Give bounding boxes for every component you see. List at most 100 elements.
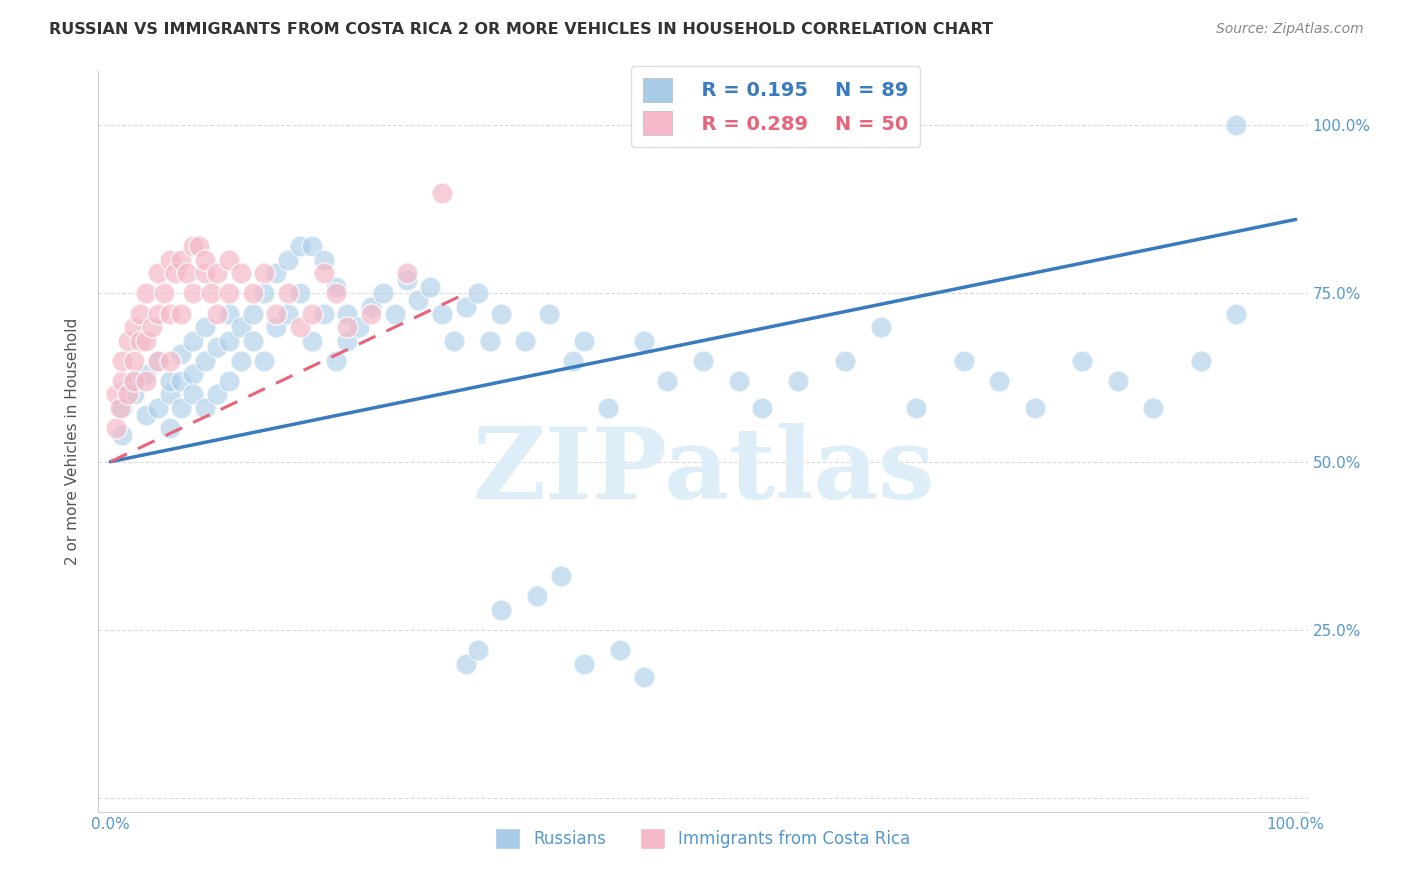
Point <box>122 387 145 401</box>
Point <box>360 300 382 314</box>
Point <box>288 320 311 334</box>
Point <box>129 334 152 348</box>
Point <box>229 266 252 280</box>
Point <box>395 273 418 287</box>
Point <box>105 421 128 435</box>
Point <box>205 266 228 280</box>
Point <box>657 374 679 388</box>
Point <box>325 279 347 293</box>
Point <box>159 353 181 368</box>
Point <box>264 320 287 334</box>
Point <box>1107 374 1129 388</box>
Point <box>218 334 240 348</box>
Point <box>122 320 145 334</box>
Point <box>834 353 856 368</box>
Point <box>312 266 335 280</box>
Point <box>141 320 163 334</box>
Point <box>108 401 131 415</box>
Point <box>288 239 311 253</box>
Point <box>1142 401 1164 415</box>
Point <box>253 286 276 301</box>
Point <box>467 286 489 301</box>
Point <box>159 307 181 321</box>
Point <box>491 603 513 617</box>
Point <box>727 374 749 388</box>
Text: Source: ZipAtlas.com: Source: ZipAtlas.com <box>1216 22 1364 37</box>
Point <box>146 266 169 280</box>
Point <box>609 643 631 657</box>
Point <box>1225 118 1247 132</box>
Point <box>218 286 240 301</box>
Point <box>242 334 264 348</box>
Point <box>194 252 217 267</box>
Point <box>277 252 299 267</box>
Point <box>122 374 145 388</box>
Point <box>371 286 394 301</box>
Point <box>170 252 193 267</box>
Point <box>301 334 323 348</box>
Point <box>194 401 217 415</box>
Point <box>122 353 145 368</box>
Point <box>478 334 501 348</box>
Point <box>561 353 583 368</box>
Point <box>122 374 145 388</box>
Text: RUSSIAN VS IMMIGRANTS FROM COSTA RICA 2 OR MORE VEHICLES IN HOUSEHOLD CORRELATIO: RUSSIAN VS IMMIGRANTS FROM COSTA RICA 2 … <box>49 22 993 37</box>
Point <box>347 320 370 334</box>
Point <box>117 334 139 348</box>
Point <box>301 239 323 253</box>
Point <box>550 569 572 583</box>
Point <box>633 334 655 348</box>
Point <box>454 300 477 314</box>
Point <box>443 334 465 348</box>
Point <box>288 286 311 301</box>
Point <box>419 279 441 293</box>
Point <box>181 239 204 253</box>
Legend: Russians, Immigrants from Costa Rica: Russians, Immigrants from Costa Rica <box>489 822 917 855</box>
Point <box>146 307 169 321</box>
Point <box>146 401 169 415</box>
Point <box>336 307 359 321</box>
Point <box>135 408 157 422</box>
Point <box>181 334 204 348</box>
Point <box>1024 401 1046 415</box>
Point <box>170 401 193 415</box>
Point <box>1071 353 1094 368</box>
Point <box>633 670 655 684</box>
Point <box>188 239 211 253</box>
Point <box>312 307 335 321</box>
Point <box>170 307 193 321</box>
Point <box>159 252 181 267</box>
Point <box>229 353 252 368</box>
Point <box>312 252 335 267</box>
Point <box>574 334 596 348</box>
Point <box>194 353 217 368</box>
Point <box>152 286 174 301</box>
Point <box>515 334 537 348</box>
Point <box>905 401 928 415</box>
Point <box>952 353 974 368</box>
Point <box>988 374 1011 388</box>
Point <box>135 334 157 348</box>
Point <box>336 334 359 348</box>
Point <box>277 286 299 301</box>
Point <box>159 421 181 435</box>
Point <box>408 293 430 308</box>
Point <box>454 657 477 671</box>
Point <box>165 266 187 280</box>
Point <box>205 307 228 321</box>
Point <box>264 307 287 321</box>
Point <box>574 657 596 671</box>
Point <box>159 374 181 388</box>
Point <box>146 353 169 368</box>
Point <box>751 401 773 415</box>
Point <box>135 374 157 388</box>
Point <box>692 353 714 368</box>
Point <box>526 590 548 604</box>
Point <box>218 307 240 321</box>
Point <box>194 266 217 280</box>
Point <box>135 368 157 382</box>
Point <box>159 387 181 401</box>
Point <box>336 320 359 334</box>
Point <box>325 353 347 368</box>
Point <box>360 307 382 321</box>
